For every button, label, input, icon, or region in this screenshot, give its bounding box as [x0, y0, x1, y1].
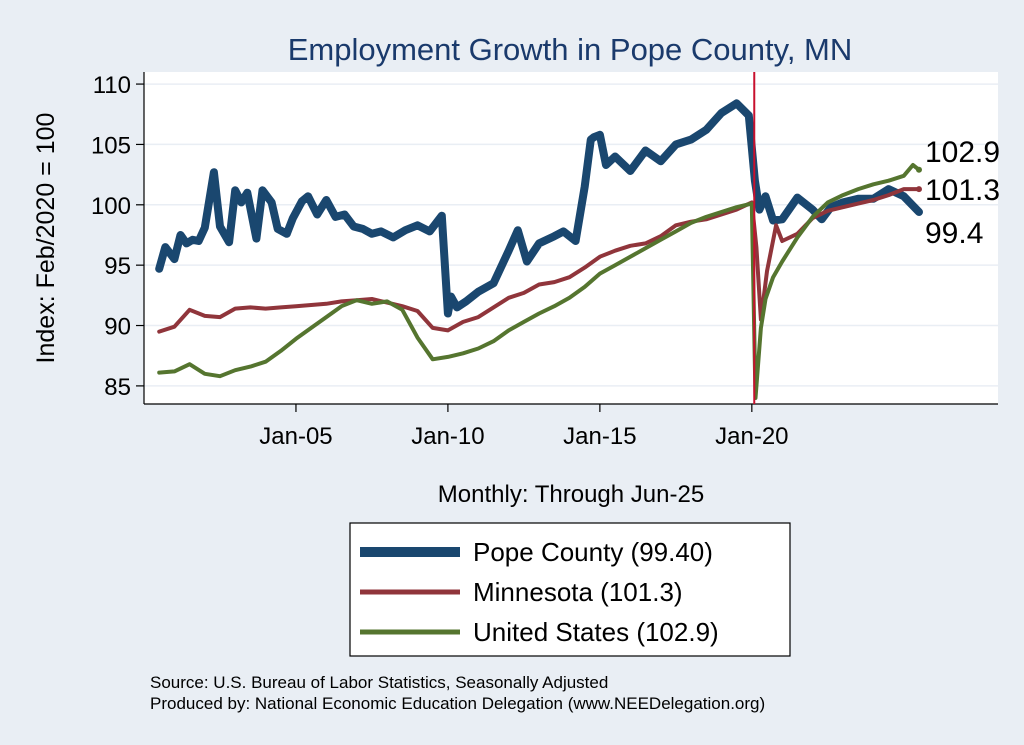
x-axis-caption: Monthly: Through Jun-25 — [438, 481, 704, 508]
end-label-minnesota: 101.3 — [925, 174, 1000, 207]
y-tick-label-110: 110 — [93, 72, 131, 99]
legend-label-pope-county: Pope County (99.40) — [473, 537, 713, 567]
series-endpoint-pope-county — [915, 209, 922, 216]
x-tick-label-Jan-05: Jan-05 — [259, 423, 332, 450]
series-endpoint-minnesota — [915, 186, 922, 193]
x-tick-label-Jan-20: Jan-20 — [715, 423, 788, 450]
y-tick-label-105: 105 — [91, 132, 131, 159]
series-line-pope-county — [155, 99, 923, 318]
y-ticks: 85 90 95 100 105 110 — [91, 72, 144, 401]
legend-label-united-states: United States (102.9) — [473, 617, 719, 647]
y-tick-label-85: 85 — [104, 374, 131, 401]
source-note: Source: U.S. Bureau of Labor Statistics,… — [150, 673, 608, 692]
x-tick-label-Jan-10: Jan-10 — [411, 423, 484, 450]
chart-title: Employment Growth in Pope County, MN — [288, 32, 853, 67]
legend: Pope County (99.40) Minnesota (101.3) Un… — [349, 522, 791, 657]
series-line-minnesota — [157, 187, 921, 334]
y-tick-label-90: 90 — [104, 314, 131, 341]
y-axis-title: Index: Feb/2020 = 100 — [32, 113, 60, 364]
legend-label-minnesota: Minnesota (101.3) — [473, 577, 683, 607]
series-endpoint-united-states — [915, 166, 922, 173]
series-line-united-states — [157, 163, 921, 400]
x-ticks: Jan-05 Jan-10 Jan-15 Jan-20 — [259, 404, 789, 450]
end-label-united-states: 102.9 — [925, 136, 1000, 169]
series-group — [155, 99, 923, 400]
producer-note: Produced by: National Economic Education… — [150, 694, 765, 713]
y-tick-label-100: 100 — [91, 193, 131, 220]
end-label-pope-county: 99.4 — [925, 217, 983, 250]
y-tick-label-95: 95 — [104, 253, 131, 280]
x-tick-label-Jan-15: Jan-15 — [563, 423, 636, 450]
